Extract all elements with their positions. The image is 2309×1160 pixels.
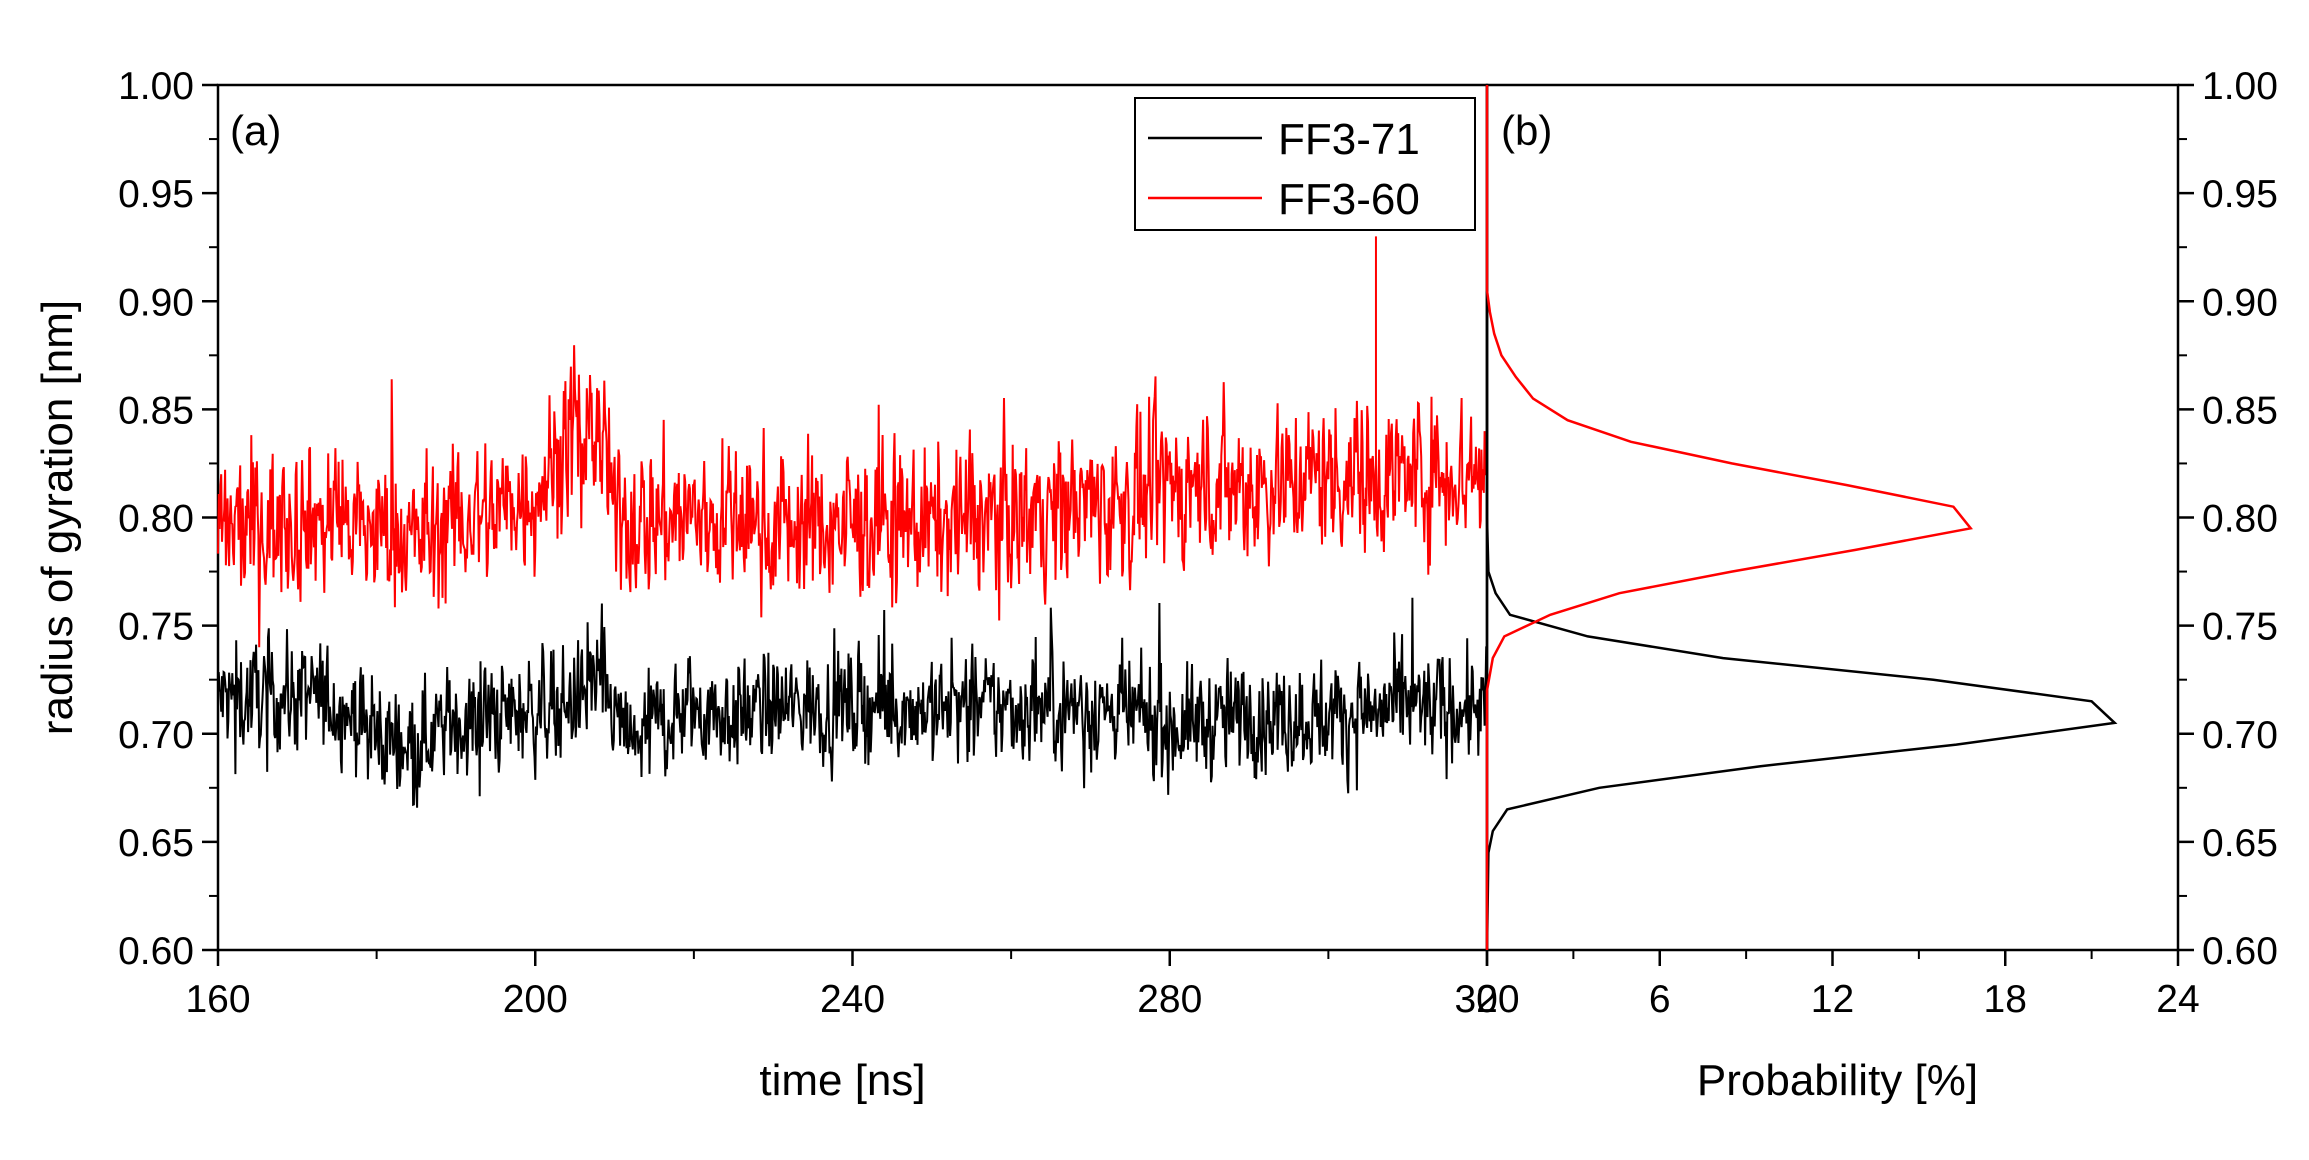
distribution-line-ff3-60 bbox=[1485, 85, 1973, 950]
panel-a-y-tick-label: 0.70 bbox=[118, 714, 194, 757]
x-axis-title-time: time [ns] bbox=[759, 1056, 925, 1105]
panel-a-y-tick-label: 0.90 bbox=[118, 281, 194, 324]
panel-a-y-tick-label: 0.80 bbox=[118, 498, 194, 541]
legend-box bbox=[1134, 97, 1476, 231]
distribution-line-ff3-71 bbox=[1485, 85, 2118, 951]
panel-b-frame bbox=[1485, 83, 2180, 952]
panel-a-x-tick-label: 160 bbox=[185, 978, 250, 1021]
legend: FF3-71 FF3-60 bbox=[1134, 97, 1476, 231]
panel-a-x-tick-label: 320 bbox=[1454, 978, 1519, 1021]
panel-b-y-tick-label: 0.80 bbox=[2202, 498, 2278, 541]
panel-b-x-tick-label: 0 bbox=[1476, 978, 1498, 1021]
panel-b-x-tick-label: 12 bbox=[1811, 978, 1854, 1021]
panel-a-timeseries: 160 200 240 280 320 0.60 0.65 0.70 0.75 0.80 0.85 0… bbox=[118, 65, 1519, 1021]
series-line-ff3-60 bbox=[217, 345, 1488, 648]
panel-b-y-tick-label: 0.90 bbox=[2202, 281, 2278, 324]
panel-label-b: (b) bbox=[1501, 107, 1552, 154]
panel-a-x-tick-label: 280 bbox=[1137, 978, 1202, 1021]
panel-label-a: (a) bbox=[230, 107, 281, 154]
x-axis-title-probability: Probability [%] bbox=[1697, 1056, 1978, 1105]
panel-a-y-tick-label: 0.60 bbox=[118, 930, 194, 973]
panel-b-y-tick-label: 0.70 bbox=[2202, 714, 2278, 757]
panel-b-y-tick-label: 0.60 bbox=[2202, 930, 2278, 973]
panel-a-y-tick-label: 0.95 bbox=[118, 173, 194, 216]
panel-b-y-tick-label: 1.00 bbox=[2202, 65, 2278, 108]
series-line-ff3-71 bbox=[217, 597, 1488, 808]
panel-a-x-tick-label: 200 bbox=[503, 978, 568, 1021]
legend-label-ff3-60: FF3-60 bbox=[1278, 175, 1420, 224]
panel-b-y-tick-label: 0.95 bbox=[2202, 173, 2278, 216]
panel-a-y-tick-label: 1.00 bbox=[118, 65, 194, 108]
y-axis-title: radius of gyration [nm] bbox=[33, 300, 82, 735]
panel-b-distribution: 0 6 12 18 240.60 0.65 0.70 0.75 0.80 0.85 0.90 0.95… bbox=[1476, 65, 2278, 1021]
panel-b-y-tick-label: 0.85 bbox=[2202, 389, 2278, 432]
panel-b-x-tick-label: 18 bbox=[1984, 978, 2027, 1021]
panel-a-y-tick-label: 0.65 bbox=[118, 822, 194, 865]
panel-a-y-tick-label: 0.75 bbox=[118, 606, 194, 649]
panel-b-x-tick-label: 6 bbox=[1649, 978, 1671, 1021]
panel-b-y-tick-label: 0.65 bbox=[2202, 822, 2278, 865]
panel-b-y-tick-label: 0.75 bbox=[2202, 606, 2278, 649]
panel-b-x-tick-label: 24 bbox=[2156, 978, 2199, 1021]
legend-label-ff3-71: FF3-71 bbox=[1278, 115, 1420, 164]
panel-a-x-tick-label: 240 bbox=[820, 978, 885, 1021]
panel-a-y-tick-label: 0.85 bbox=[118, 389, 194, 432]
